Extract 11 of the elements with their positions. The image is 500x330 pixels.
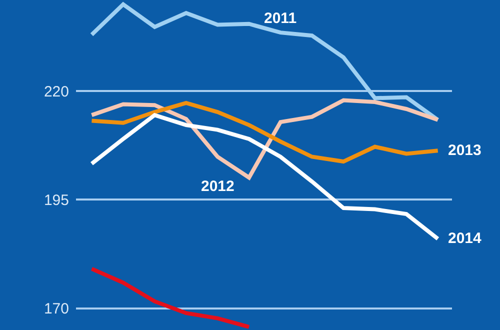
y-tick-label: 195 [44,192,69,209]
series-label: 2011 [264,10,297,27]
series-label: 2012 [201,178,234,195]
y-tick-label: 220 [44,83,69,100]
series-label: 2013 [448,142,482,159]
y-tick-label: 170 [44,300,69,318]
series-label: 2014 [448,230,482,247]
line-series [90,98,440,180]
line-series [90,113,440,241]
line-series [90,266,252,329]
line-series [90,100,440,164]
